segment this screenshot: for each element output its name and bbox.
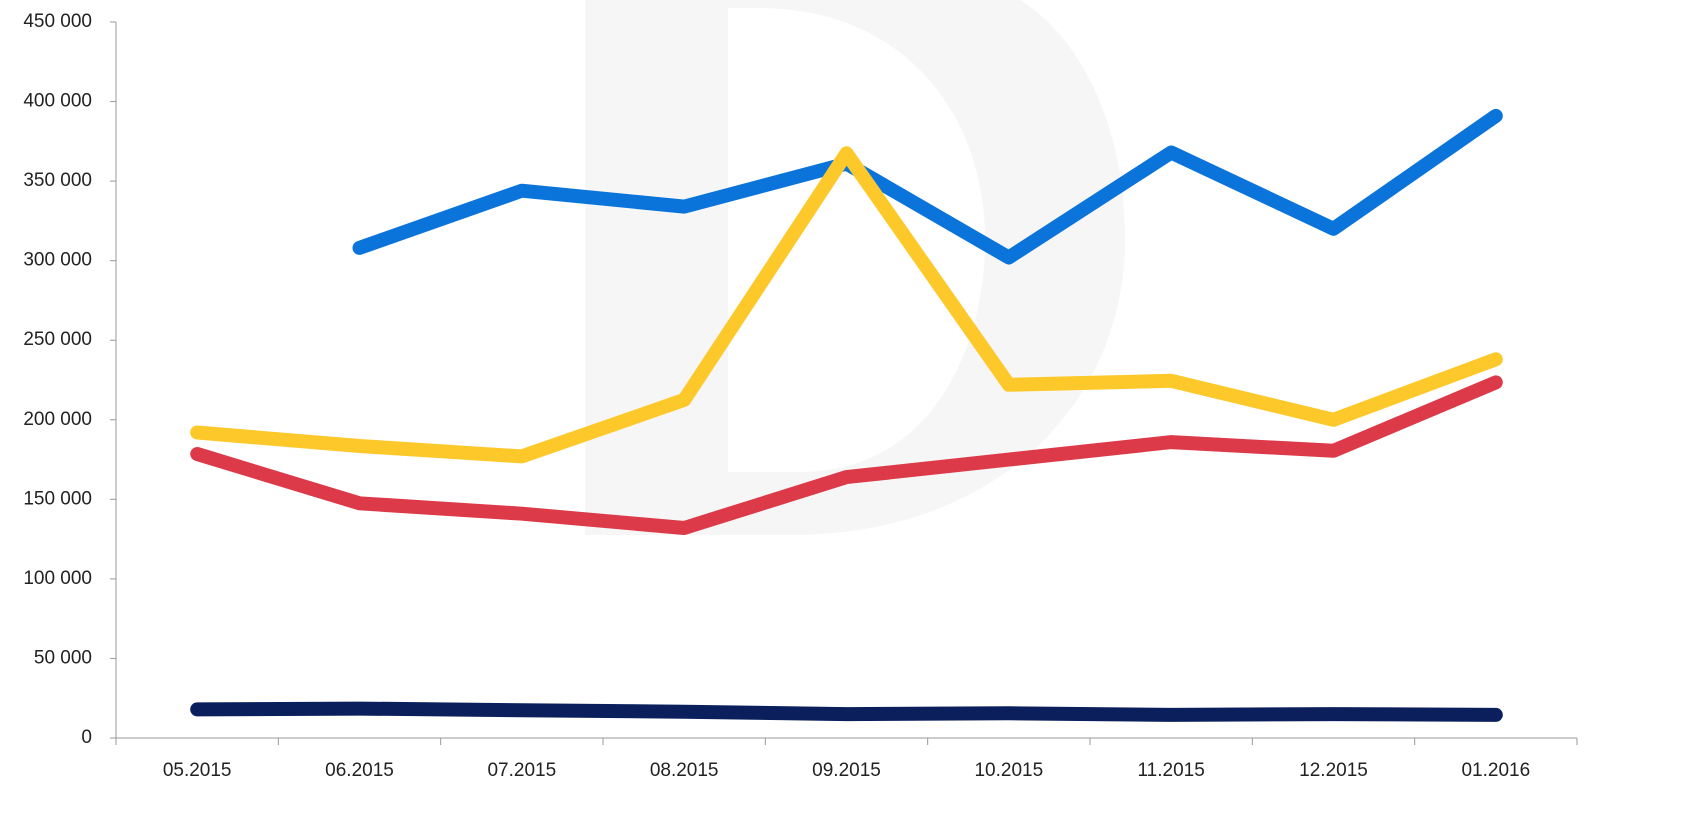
x-tick-label: 10.2015	[974, 760, 1043, 781]
y-tick-label: 350 000	[23, 170, 92, 191]
x-tick-label: 05.2015	[163, 760, 232, 781]
y-tick-label: 450 000	[23, 11, 92, 32]
y-tick-label: 400 000	[23, 91, 92, 112]
series-line	[352, 108, 1503, 265]
series-line	[190, 375, 1503, 535]
y-tick-label: 100 000	[23, 568, 92, 589]
x-tick-label: 07.2015	[487, 760, 556, 781]
y-tick-label: 50 000	[34, 647, 92, 668]
x-tick-label: 09.2015	[812, 760, 881, 781]
watermark	[585, 0, 1125, 535]
y-tick-label: 300 000	[23, 250, 92, 271]
x-tick-label: 11.2015	[1138, 760, 1205, 781]
y-tick-label: 250 000	[23, 329, 92, 350]
series-line	[190, 701, 1503, 722]
series-line	[190, 146, 1503, 464]
y-tick-label: 200 000	[23, 409, 92, 430]
x-tick-label: 01.2016	[1461, 760, 1530, 781]
x-tick-label: 06.2015	[325, 760, 394, 781]
y-tick-label: 0	[81, 727, 92, 748]
x-tick-label: 08.2015	[650, 760, 719, 781]
y-tick-label: 150 000	[23, 488, 92, 509]
x-tick-label: 12.2015	[1299, 760, 1368, 781]
